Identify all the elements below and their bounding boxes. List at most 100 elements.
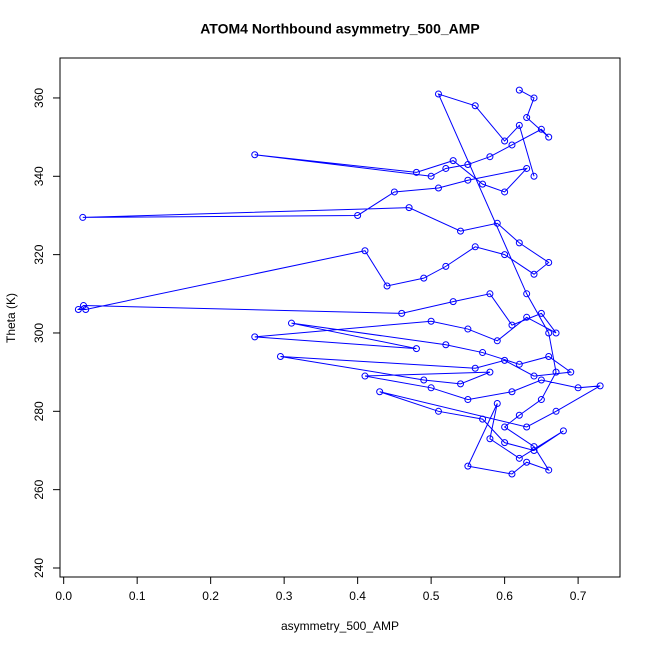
data-point: [420, 274, 428, 282]
data-point: [537, 396, 545, 404]
x-tick-label: 0.1: [129, 589, 146, 603]
data-point: [471, 102, 479, 110]
y-tick-label: 340: [32, 166, 46, 186]
data-point: [508, 141, 516, 149]
data-point: [515, 121, 523, 129]
x-tick-label: 0.0: [55, 589, 72, 603]
data-point: [434, 184, 442, 192]
data-point: [523, 423, 531, 431]
data-point: [537, 309, 545, 317]
data-point: [552, 368, 560, 376]
data-point: [434, 90, 442, 98]
data-point: [442, 341, 450, 349]
data-point: [530, 372, 538, 380]
data-point: [515, 411, 523, 419]
chart-title: ATOM4 Northbound asymmetry_500_AMP: [200, 21, 480, 37]
data-point: [552, 329, 560, 337]
x-axis-label: asymmetry_500_AMP: [281, 619, 399, 633]
data-point: [530, 270, 538, 278]
data-point: [574, 384, 582, 392]
data-point: [537, 125, 545, 133]
data-point: [82, 305, 90, 313]
data-point: [523, 313, 531, 321]
y-tick-label: 320: [32, 244, 46, 264]
data-point: [412, 168, 420, 176]
data-point: [449, 157, 457, 165]
data-point: [530, 446, 538, 454]
data-point: [376, 388, 384, 396]
data-point: [464, 161, 472, 169]
data-point: [508, 388, 516, 396]
data-point: [567, 368, 575, 376]
data-point: [545, 466, 553, 474]
data-point: [501, 188, 509, 196]
data-point: [405, 204, 413, 212]
data-point: [479, 349, 487, 357]
data-point: [552, 407, 560, 415]
data-point: [523, 290, 531, 298]
data-point: [354, 211, 362, 219]
data-point: [501, 251, 509, 259]
data-point: [515, 86, 523, 94]
data-point: [523, 164, 531, 172]
data-point: [523, 458, 531, 466]
data-point: [420, 376, 428, 384]
data-point: [479, 415, 487, 423]
data-point: [493, 219, 501, 227]
data-point: [479, 180, 487, 188]
data-point: [80, 302, 88, 310]
data-point: [427, 384, 435, 392]
data-point: [486, 153, 494, 161]
data-point: [508, 321, 516, 329]
y-tick-label: 360: [32, 88, 46, 108]
data-point: [79, 213, 87, 221]
data-point: [434, 407, 442, 415]
data-point: [383, 282, 391, 290]
data-point: [515, 360, 523, 368]
data-point: [464, 462, 472, 470]
data-point: [530, 443, 538, 451]
data-point: [427, 317, 435, 325]
data-point: [287, 319, 295, 327]
data-point: [559, 427, 567, 435]
x-tick-label: 0.4: [349, 589, 366, 603]
data-point: [596, 382, 604, 390]
data-point: [523, 114, 531, 122]
data-point: [471, 243, 479, 251]
data-point: [361, 372, 369, 380]
data-point: [515, 454, 523, 462]
x-tick-label: 0.5: [423, 589, 440, 603]
data-point: [486, 290, 494, 298]
data-point: [442, 262, 450, 270]
data-point: [464, 396, 472, 404]
data-point: [427, 172, 435, 180]
data-point: [361, 247, 369, 255]
data-point: [493, 337, 501, 345]
data-line: [76, 89, 601, 475]
data-point: [508, 470, 516, 478]
data-point: [449, 298, 457, 306]
data-point: [545, 258, 553, 266]
y-axis-label: Theta (K): [4, 293, 18, 343]
data-point: [251, 333, 259, 341]
data-point: [486, 435, 494, 443]
data-point: [501, 439, 509, 447]
data-point: [493, 399, 501, 407]
data-point: [515, 239, 523, 247]
y-tick-label: 260: [32, 479, 46, 499]
data-point: [486, 368, 494, 376]
data-point: [464, 176, 472, 184]
x-tick-label: 0.2: [202, 589, 219, 603]
data-point: [501, 137, 509, 145]
data-point: [276, 352, 284, 360]
data-point: [74, 305, 82, 313]
data-point: [398, 309, 406, 317]
plot-frame: [59, 57, 621, 578]
data-point: [545, 329, 553, 337]
data-point: [464, 325, 472, 333]
data-point: [530, 94, 538, 102]
data-point: [501, 356, 509, 364]
y-tick-label: 280: [32, 401, 46, 421]
data-point: [457, 227, 465, 235]
